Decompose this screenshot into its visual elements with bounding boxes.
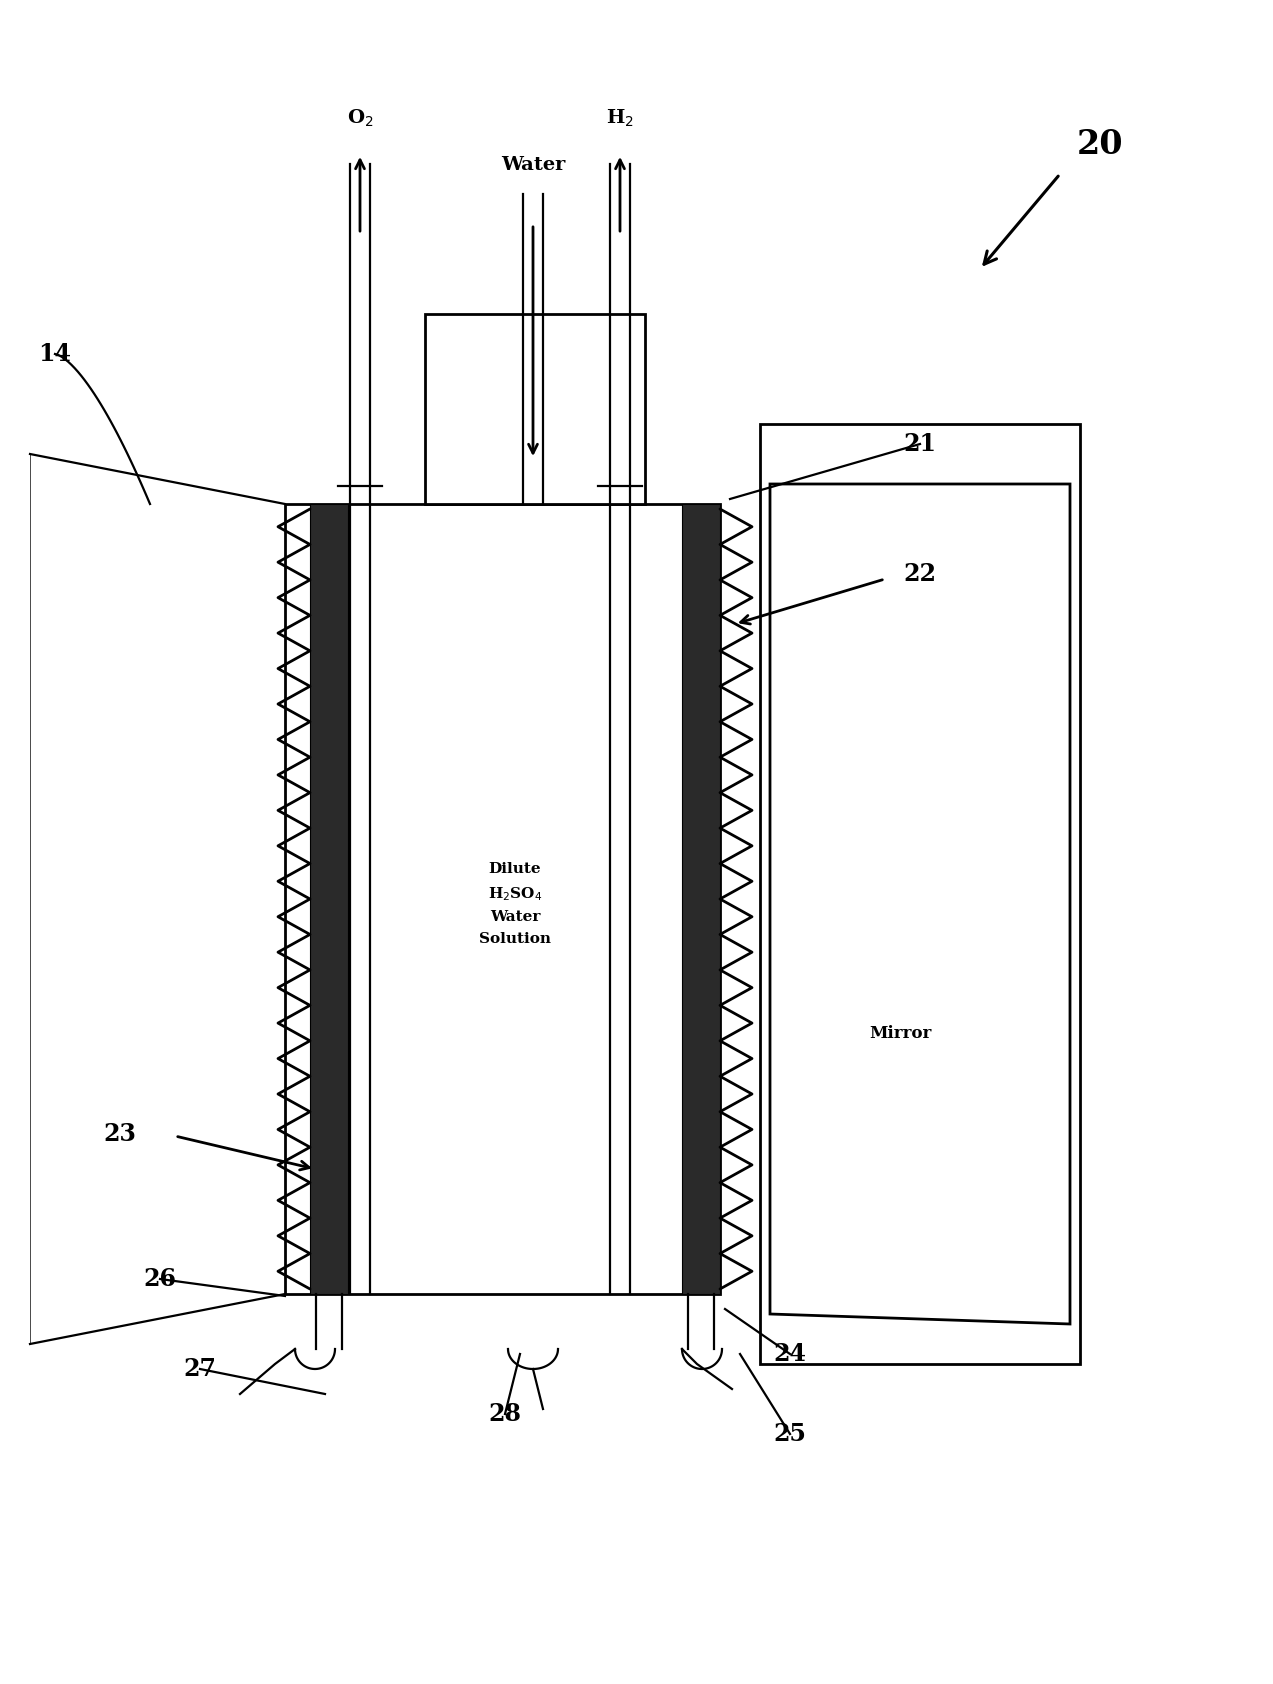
Text: Dilute
H$_2$SO$_4$
Water
Solution: Dilute H$_2$SO$_4$ Water Solution	[479, 862, 551, 946]
Bar	[311, 504, 348, 1293]
Text: 23: 23	[103, 1122, 136, 1147]
Polygon shape	[770, 483, 1071, 1324]
Text: Water: Water	[500, 157, 565, 173]
Bar	[682, 504, 721, 1293]
Polygon shape	[31, 455, 285, 1344]
Text: 21: 21	[904, 433, 937, 456]
Text: 20: 20	[1077, 128, 1123, 160]
Bar	[760, 424, 1080, 1364]
Text: 25: 25	[774, 1421, 806, 1447]
Text: H$_2$: H$_2$	[606, 108, 634, 130]
Text: 24: 24	[774, 1342, 807, 1366]
Text: 28: 28	[489, 1403, 522, 1426]
Text: 26: 26	[144, 1266, 177, 1292]
Text: Mirror: Mirror	[868, 1026, 931, 1042]
Text: 27: 27	[183, 1357, 216, 1381]
Bar	[285, 504, 721, 1293]
Bar	[425, 313, 645, 504]
Text: 14: 14	[38, 342, 71, 365]
Polygon shape	[721, 483, 1071, 1329]
Text: 22: 22	[904, 562, 937, 586]
Text: O$_2$: O$_2$	[346, 108, 373, 130]
